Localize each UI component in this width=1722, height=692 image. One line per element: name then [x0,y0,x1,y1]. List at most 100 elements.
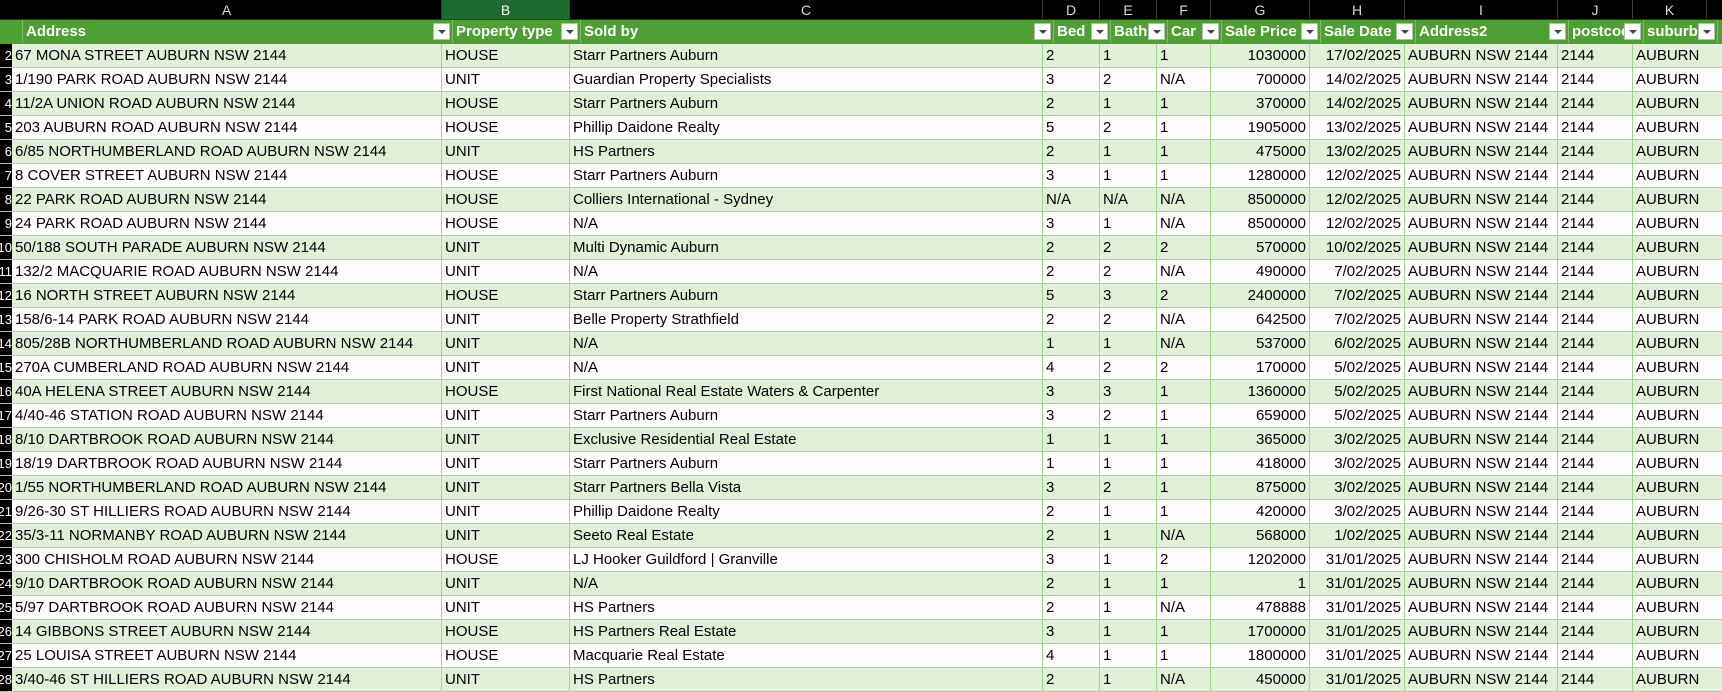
row-number[interactable]: 17 [0,404,12,427]
row-number[interactable] [0,20,23,43]
table-cell[interactable]: AUBURN [1636,647,1700,664]
table-cell[interactable]: 570000 [1211,236,1310,259]
table-cell[interactable]: 642500 [1211,308,1310,331]
table-cell[interactable]: 300 CHISHOLM ROAD AUBURN NSW 2144 [12,548,442,571]
table-cell[interactable]: 2144 [1558,332,1633,355]
table-cell[interactable]: 3 [1043,380,1100,403]
table-cell[interactable]: 2 [1043,140,1100,163]
table-cell[interactable]: 8 COVER STREET AUBURN NSW 2144 [12,164,442,187]
table-cell[interactable]: 1202000 [1211,548,1310,571]
table-cell[interactable]: 1 [1100,620,1157,643]
table-cell[interactable]: AUBURN NSW 2144 [1405,404,1558,427]
table-cell[interactable]: 2 [1043,596,1100,619]
table-cell[interactable]: 1360000 [1211,380,1310,403]
table-cell[interactable]: AUBURN [1636,599,1700,616]
table-cell[interactable]: N/A [570,572,1043,595]
row-number[interactable]: 6 [0,140,12,163]
filter-dropdown-icon[interactable] [1091,23,1108,40]
table-cell[interactable]: AUBURN NSW 2144 [1405,44,1558,67]
table-cell[interactable]: 5 [1043,284,1100,307]
row-number[interactable]: 4 [0,92,12,115]
table-cell[interactable]: HOUSE [442,284,570,307]
table-cell[interactable]: 1 [1100,332,1157,355]
table-cell[interactable]: 1 [1157,500,1211,523]
table-cell[interactable]: 2144 [1558,212,1633,235]
table-cell[interactable]: AUBURN [1636,551,1700,568]
table-cell[interactable]: 11/2A UNION ROAD AUBURN NSW 2144 [12,92,442,115]
table-cell[interactable]: 2144 [1558,452,1633,475]
table-cell[interactable]: AUBURN [1636,431,1700,448]
table-cell[interactable]: 3/02/2025 [1310,476,1405,499]
table-cell[interactable]: 420000 [1211,500,1310,523]
column-header-j[interactable]: J [1558,0,1633,19]
table-cell[interactable]: 3 [1043,620,1100,643]
table-cell[interactable]: UNIT [442,308,570,331]
table-cell[interactable]: 365000 [1211,428,1310,451]
row-number[interactable]: 7 [0,164,12,187]
table-cell[interactable]: 1 [1157,140,1211,163]
table-cell[interactable]: 2 [1157,236,1211,259]
table-cell[interactable]: 1 [1157,44,1211,67]
table-cell[interactable]: HS Partners [570,668,1043,691]
table-header-bed[interactable]: Bed [1054,20,1111,43]
table-cell[interactable]: 2144 [1558,620,1633,643]
table-cell[interactable]: HOUSE [442,644,570,667]
row-number[interactable]: 13 [0,308,12,331]
row-number[interactable]: 12 [0,284,12,307]
table-cell[interactable]: 450000 [1211,668,1310,691]
table-cell[interactable]: 8/10 DARTBROOK ROAD AUBURN NSW 2144 [12,428,442,451]
table-cell[interactable]: 12/02/2025 [1310,188,1405,211]
table-header-address[interactable]: Address [23,20,453,43]
table-cell[interactable]: Colliers International - Sydney [570,188,1043,211]
table-cell[interactable]: 7/02/2025 [1310,284,1405,307]
table-cell[interactable]: AUBURN [1636,95,1700,112]
table-cell[interactable]: N/A [1157,68,1211,91]
filter-dropdown-icon[interactable] [1698,23,1715,40]
table-cell[interactable]: AUBURN [1636,215,1700,232]
table-cell[interactable]: 132/2 MACQUARIE ROAD AUBURN NSW 2144 [12,260,442,283]
table-cell[interactable]: 2144 [1558,308,1633,331]
table-cell[interactable]: AUBURN [1636,191,1700,208]
table-cell[interactable]: AUBURN [1636,287,1700,304]
table-cell[interactable]: UNIT [442,356,570,379]
row-number[interactable]: 15 [0,356,12,379]
table-cell[interactable]: 31/01/2025 [1310,620,1405,643]
table-cell[interactable]: AUBURN NSW 2144 [1405,140,1558,163]
table-cell[interactable]: 1 [1100,44,1157,67]
table-cell[interactable]: 2144 [1558,476,1633,499]
table-cell[interactable]: HOUSE [442,212,570,235]
table-cell[interactable]: N/A [1157,212,1211,235]
table-cell[interactable]: 2144 [1558,500,1633,523]
table-cell[interactable]: 1280000 [1211,164,1310,187]
table-cell[interactable]: AUBURN [1636,623,1700,640]
table-cell[interactable]: UNIT [442,596,570,619]
table-cell[interactable]: UNIT [442,668,570,691]
row-number[interactable]: 9 [0,212,12,235]
table-cell[interactable]: 16 NORTH STREET AUBURN NSW 2144 [12,284,442,307]
table-cell[interactable]: 1 [1100,212,1157,235]
column-header-a[interactable]: A [12,0,442,19]
table-cell[interactable]: 3/02/2025 [1310,500,1405,523]
row-number[interactable]: 21 [0,500,12,523]
table-cell[interactable]: UNIT [442,524,570,547]
table-cell[interactable]: 2 [1043,44,1100,67]
table-cell[interactable]: 3/02/2025 [1310,452,1405,475]
table-cell[interactable]: AUBURN NSW 2144 [1405,452,1558,475]
table-cell[interactable]: 2 [1157,356,1211,379]
table-cell[interactable]: 3 [1043,404,1100,427]
table-cell[interactable]: 31/01/2025 [1310,596,1405,619]
table-cell[interactable]: 1 [1100,668,1157,691]
table-header-sale-date[interactable]: Sale Date [1321,20,1416,43]
table-cell[interactable]: AUBURN [1636,359,1700,376]
table-cell[interactable]: 805/28B NORTHUMBERLAND ROAD AUBURN NSW 2… [12,332,442,355]
table-cell[interactable]: AUBURN [1636,143,1700,160]
table-cell[interactable]: AUBURN NSW 2144 [1405,620,1558,643]
table-cell[interactable]: 2144 [1558,284,1633,307]
table-cell[interactable]: 1 [1100,452,1157,475]
row-number[interactable]: 24 [0,572,12,595]
table-cell[interactable]: HOUSE [442,620,570,643]
table-cell[interactable]: 5/02/2025 [1310,404,1405,427]
table-cell[interactable]: HOUSE [442,380,570,403]
table-cell[interactable]: 2144 [1558,260,1633,283]
table-cell[interactable]: 1 [1100,500,1157,523]
